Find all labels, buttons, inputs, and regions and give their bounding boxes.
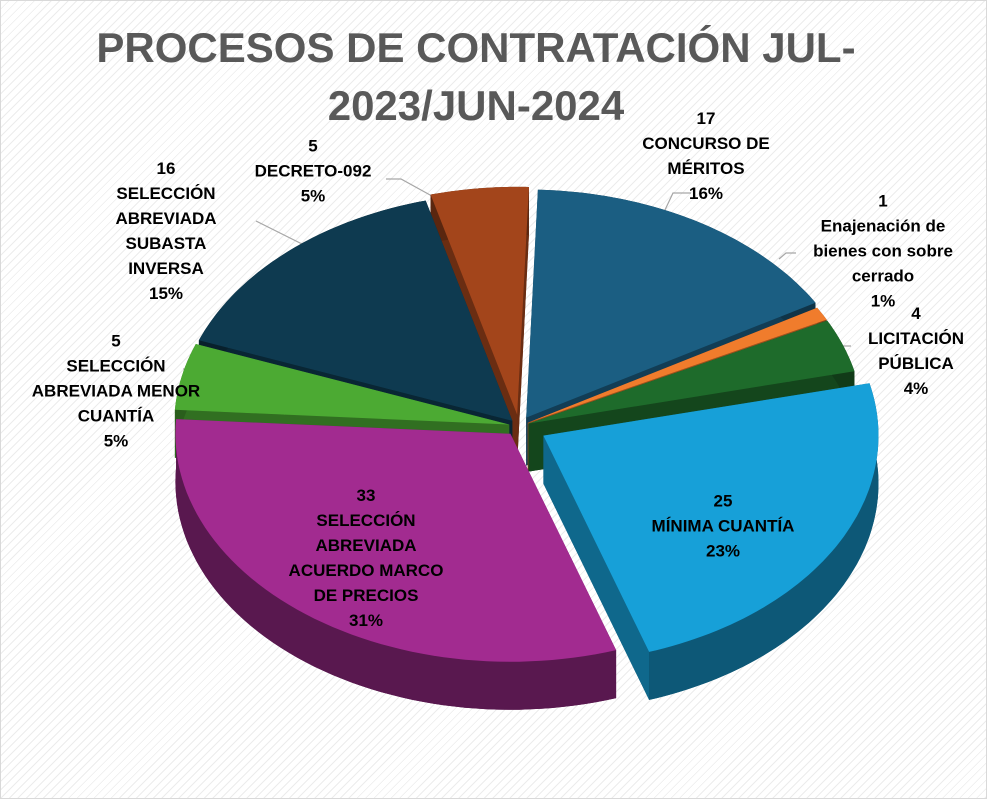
value-label: 1 [878,191,888,211]
category-label: SELECCIÓN ABREVIADA SUBASTA INVERSA [115,184,217,278]
percent-label: 5% [300,186,326,206]
percent-label: 23% [705,541,741,561]
slice-top [175,419,617,662]
data-label: 17 CONCURSO DE MÉRITOS 16% [621,106,791,206]
value-label: 5 [111,331,121,351]
slice-top [528,320,855,424]
slice-top [174,344,510,425]
value-label: 16 [156,159,176,178]
slice-cut-face [543,435,650,700]
slice-top [527,307,827,423]
category-label: SELECCIÓN ABREVIADA MENOR CUANTÍA [31,356,201,426]
data-label: 4 LICITACIÓN PÚBLICA 4% [851,301,981,401]
chart-title: PROCESOS DE CONTRATACIÓN JUL-2023/JUN-20… [96,24,856,129]
data-label: 33 SELECCIÓN ABREVIADA ACUERDO MARCO DE P… [281,483,451,633]
slice-cut-face [517,187,529,463]
slice-top [430,186,529,415]
data-label: 5 DECRETO-092 5% [243,134,383,209]
value-label: 17 [696,109,716,128]
slice-side [175,419,617,710]
data-label: 5 SELECCIÓN ABREVIADA MENOR CUANTÍA 5% [21,329,211,454]
percent-label: 1% [870,291,896,311]
percent-label: 4% [903,379,929,398]
value-label: 33 [356,486,376,505]
percent-label: 5% [103,431,129,451]
data-label: 25 MÍNIMA CUANTÍA 23% [623,489,823,564]
category-label: DECRETO-092 [254,161,372,181]
data-label: 16 SELECCIÓN ABREVIADA SUBASTA INVERSA 15% [91,156,241,306]
value-label: 5 [308,136,318,156]
leader-line [386,178,442,202]
slice-side [649,383,879,700]
category-label: Enajenación de bienes con sobre cerrado [813,216,953,286]
percent-label: 16% [688,184,724,203]
slice-top [198,200,513,421]
leader-line [255,220,307,247]
slice [543,383,879,700]
value-label: 25 [713,491,733,511]
category-label: SELECCIÓN ABREVIADA ACUERDO MARCO DE PRE… [288,511,444,605]
category-label: CONCURSO DE MÉRITOS [642,134,770,178]
slice [175,419,617,710]
percent-label: 31% [348,611,384,630]
category-label: LICITACIÓN PÚBLICA [867,329,964,373]
slice-top [526,189,816,418]
category-label: MÍNIMA CUANTÍA [651,516,795,536]
leader-line [778,252,796,260]
value-label: 4 [911,304,921,323]
slice-top [543,383,879,652]
data-label: 1 Enajenación de bienes con sobre cerrado… [796,189,971,314]
percent-label: 15% [148,284,184,303]
